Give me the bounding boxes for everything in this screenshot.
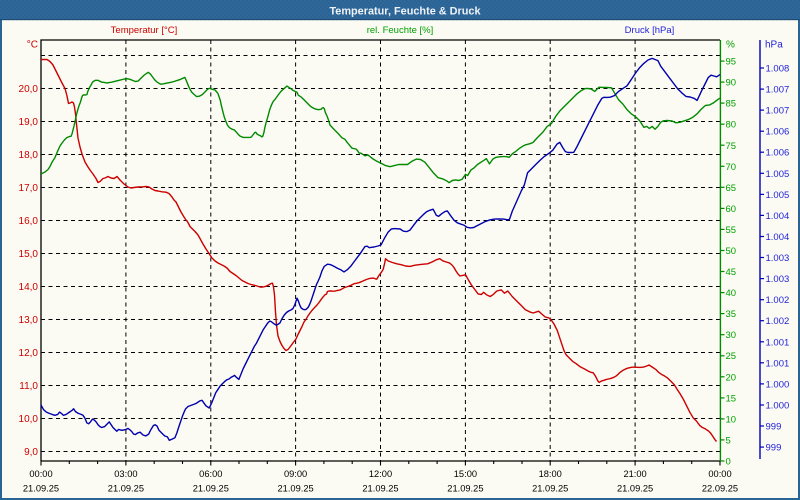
svg-text:18,0: 18,0	[19, 150, 39, 161]
svg-text:21:00: 21:00	[623, 469, 646, 479]
svg-text:5: 5	[726, 435, 731, 446]
svg-text:50: 50	[726, 246, 737, 257]
svg-text:80: 80	[726, 120, 737, 131]
svg-text:60: 60	[726, 204, 737, 215]
svg-text:1.002: 1.002	[766, 316, 790, 327]
svg-text:75: 75	[726, 141, 737, 152]
svg-text:19,0: 19,0	[19, 117, 39, 128]
svg-text:10,0: 10,0	[19, 414, 39, 425]
svg-text:1.001: 1.001	[766, 358, 790, 369]
svg-text:21.09.25: 21.09.25	[108, 484, 144, 494]
svg-text:1.007: 1.007	[766, 85, 790, 96]
svg-text:0: 0	[726, 457, 731, 468]
svg-text:45: 45	[726, 267, 737, 278]
svg-text:14,0: 14,0	[19, 282, 39, 293]
svg-text:40: 40	[726, 288, 737, 299]
svg-text:70: 70	[726, 162, 737, 173]
svg-text:1.005: 1.005	[766, 190, 790, 201]
svg-text:1.005: 1.005	[766, 169, 790, 180]
svg-text:Temperatur, Feuchte & Druck: Temperatur, Feuchte & Druck	[329, 6, 481, 18]
svg-text:21.09.25: 21.09.25	[532, 484, 568, 494]
svg-text:21.09.25: 21.09.25	[23, 484, 59, 494]
svg-text:21.09.25: 21.09.25	[362, 484, 398, 494]
svg-text:1.003: 1.003	[766, 274, 790, 285]
svg-text:18:00: 18:00	[539, 469, 562, 479]
svg-text:1.004: 1.004	[766, 232, 790, 243]
svg-text:95: 95	[726, 57, 737, 68]
svg-text:17,0: 17,0	[19, 183, 39, 194]
svg-text:1.001: 1.001	[766, 337, 790, 348]
svg-text:1.003: 1.003	[766, 253, 790, 264]
svg-text:20: 20	[726, 372, 737, 383]
svg-text:999: 999	[766, 422, 782, 433]
svg-text:°C: °C	[27, 40, 38, 51]
svg-text:1.008: 1.008	[766, 64, 790, 75]
svg-text:21.09.25: 21.09.25	[617, 484, 653, 494]
svg-text:13,0: 13,0	[19, 315, 39, 326]
svg-text:35: 35	[726, 309, 737, 320]
svg-text:1.006: 1.006	[766, 148, 790, 159]
svg-text:11,0: 11,0	[19, 381, 38, 392]
svg-text:85: 85	[726, 99, 737, 110]
svg-text:1.002: 1.002	[766, 295, 790, 306]
svg-text:Druck [hPa]: Druck [hPa]	[625, 25, 675, 36]
svg-text:12:00: 12:00	[369, 469, 392, 479]
svg-text:1.006: 1.006	[766, 127, 790, 138]
svg-text:90: 90	[726, 78, 737, 89]
svg-text:21.09.25: 21.09.25	[277, 484, 313, 494]
svg-text:9,0: 9,0	[24, 447, 38, 458]
svg-text:20,0: 20,0	[19, 84, 39, 95]
svg-text:25: 25	[726, 351, 737, 362]
svg-text:06:00: 06:00	[199, 469, 222, 479]
svg-text:1.004: 1.004	[766, 211, 790, 222]
svg-text:15,0: 15,0	[19, 249, 39, 260]
svg-text:999: 999	[766, 443, 782, 454]
svg-text:%: %	[726, 40, 735, 51]
svg-text:55: 55	[726, 225, 737, 236]
svg-text:21.09.25: 21.09.25	[193, 484, 229, 494]
svg-text:15:00: 15:00	[454, 469, 477, 479]
svg-text:03:00: 03:00	[114, 469, 137, 479]
svg-text:1.007: 1.007	[766, 106, 790, 117]
svg-text:1.000: 1.000	[766, 379, 790, 390]
svg-text:Temperatur [°C]: Temperatur [°C]	[111, 25, 178, 36]
svg-text:30: 30	[726, 330, 737, 341]
svg-text:09:00: 09:00	[284, 469, 307, 479]
svg-text:22.09.25: 22.09.25	[702, 484, 738, 494]
svg-text:00:00: 00:00	[29, 469, 52, 479]
svg-text:15: 15	[726, 393, 737, 404]
svg-text:rel. Feuchte [%]: rel. Feuchte [%]	[367, 25, 434, 36]
svg-text:12,0: 12,0	[19, 348, 39, 359]
svg-text:16,0: 16,0	[19, 216, 39, 227]
svg-text:65: 65	[726, 183, 737, 194]
svg-text:21.09.25: 21.09.25	[447, 484, 483, 494]
svg-text:00:00: 00:00	[708, 469, 731, 479]
svg-text:hPa: hPa	[765, 40, 783, 51]
svg-text:1.000: 1.000	[766, 401, 790, 412]
svg-text:10: 10	[726, 414, 737, 425]
